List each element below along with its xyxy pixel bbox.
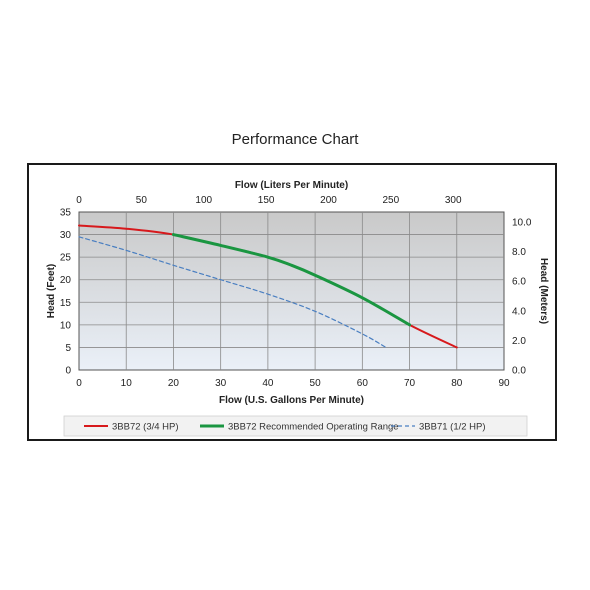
y2-tick-label: 8.0: [512, 247, 526, 258]
y-tick-label: 25: [60, 253, 72, 264]
x-axis-title: Flow (U.S. Gallons Per Minute): [219, 395, 364, 406]
series-line-3bb71: [78, 236, 387, 349]
legend-label: 3BB71 (1/2 HP): [419, 422, 486, 433]
y-tick-label: 30: [60, 230, 72, 241]
x2-tick-label: 0: [76, 195, 82, 206]
x2-tick-label: 250: [383, 195, 400, 206]
x-tick-label: 0: [76, 378, 82, 389]
y2-tick-label: 0.0: [512, 366, 526, 377]
x2-tick-label: 300: [445, 195, 462, 206]
y2-tick-label: 6.0: [512, 277, 526, 288]
y-tick-label: 10: [60, 320, 72, 331]
chart-title: Performance Chart: [231, 131, 359, 148]
x2-tick-label: 50: [136, 195, 148, 206]
x-tick-label: 90: [498, 378, 510, 389]
x-tick-label: 70: [404, 378, 416, 389]
y2-tick-label: 2.0: [512, 336, 526, 347]
y-tick-label: 5: [65, 343, 71, 354]
series-lines: [78, 224, 458, 349]
x-tick-label: 60: [357, 378, 369, 389]
x-tick-label: 40: [262, 378, 274, 389]
y-tick-label: 35: [60, 208, 72, 219]
legend: 3BB72 (3/4 HP) 3BB72 Recommended Operatin…: [84, 422, 486, 433]
series-line-3bb72-operating-range: [171, 233, 412, 327]
x2-tick-label: 200: [320, 195, 337, 206]
axis-ticks: 0 10 20 30 40 50 60 70 80 90 0 5 10 15 20 25 30 35 0 50 100 1…: [60, 195, 532, 389]
legend-label: 3BB72 (3/4 HP): [112, 422, 179, 433]
x-tick-label: 30: [215, 378, 227, 389]
y-axis-title: Head (Feet): [46, 264, 57, 318]
x2-tick-label: 150: [258, 195, 275, 206]
y-tick-label: 15: [60, 298, 72, 309]
x-tick-label: 80: [451, 378, 463, 389]
legend-box: [63, 415, 528, 437]
legend-label: 3BB72 Recommended Operating Range: [228, 422, 399, 433]
y2-axis-title: Head (Meters): [538, 258, 549, 324]
y-tick-label: 20: [60, 275, 72, 286]
y-tick-label: 0: [65, 366, 71, 377]
x-tick-label: 50: [310, 378, 322, 389]
x-tick-label: 20: [168, 378, 180, 389]
y2-tick-label: 4.0: [512, 306, 526, 317]
x2-tick-label: 100: [195, 195, 212, 206]
x-tick-label: 10: [121, 378, 133, 389]
y2-tick-label: 10.0: [512, 217, 532, 228]
x2-axis-title: Flow (Liters Per Minute): [235, 180, 348, 191]
plot-area: [78, 211, 505, 371]
